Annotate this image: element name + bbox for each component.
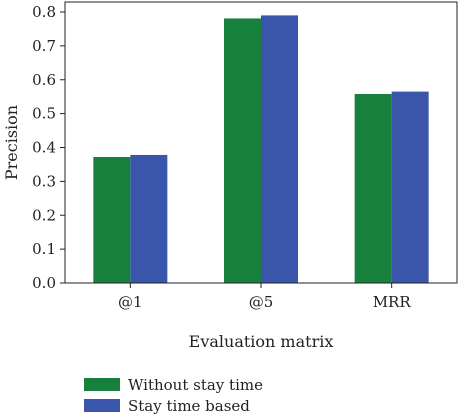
y-tick-label: 0.6 bbox=[32, 71, 56, 89]
y-tick-label: 0.0 bbox=[32, 274, 56, 292]
legend-item-without-stay-time: Without stay time bbox=[84, 374, 263, 395]
y-axis-label: Precision bbox=[2, 105, 21, 180]
bar-without-stay-time-5 bbox=[224, 18, 261, 284]
y-tick-label: 0.4 bbox=[32, 139, 56, 157]
legend-swatch-without-stay-time bbox=[84, 378, 120, 391]
legend-label: Stay time based bbox=[128, 396, 250, 415]
legend-item-stay-time-based: Stay time based bbox=[84, 395, 263, 416]
y-tick-label: 0.1 bbox=[32, 240, 56, 258]
x-tick-label: @5 bbox=[249, 293, 274, 311]
x-axis-label: Evaluation matrix bbox=[189, 332, 334, 351]
legend: Without stay time Stay time based bbox=[84, 374, 263, 416]
bar-stay-time-based-5 bbox=[261, 15, 298, 283]
bar-without-stay-time-1 bbox=[93, 156, 131, 283]
y-tick-label: 0.2 bbox=[32, 206, 56, 224]
y-tick-label: 0.5 bbox=[32, 105, 56, 123]
y-tick-label: 0.7 bbox=[32, 37, 56, 55]
legend-label: Without stay time bbox=[128, 375, 263, 394]
x-tick-label: @1 bbox=[118, 293, 143, 311]
bar-stay-time-based-1 bbox=[130, 154, 168, 283]
bar-without-stay-time-mrr bbox=[354, 93, 392, 283]
y-tick-label: 0.3 bbox=[32, 172, 56, 190]
legend-swatch-stay-time-based bbox=[84, 399, 120, 412]
y-tick-label: 0.8 bbox=[32, 3, 56, 21]
bar-stay-time-based-mrr bbox=[391, 91, 429, 283]
x-tick-label: MRR bbox=[373, 293, 412, 311]
